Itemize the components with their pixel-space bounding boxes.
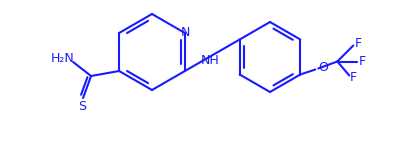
Text: H₂N: H₂N [51, 53, 75, 66]
Text: NH: NH [200, 54, 219, 67]
Text: S: S [78, 101, 86, 114]
Text: O: O [318, 61, 328, 74]
Text: F: F [354, 37, 361, 50]
Text: F: F [358, 55, 365, 68]
Text: N: N [181, 26, 190, 39]
Text: F: F [349, 71, 356, 84]
